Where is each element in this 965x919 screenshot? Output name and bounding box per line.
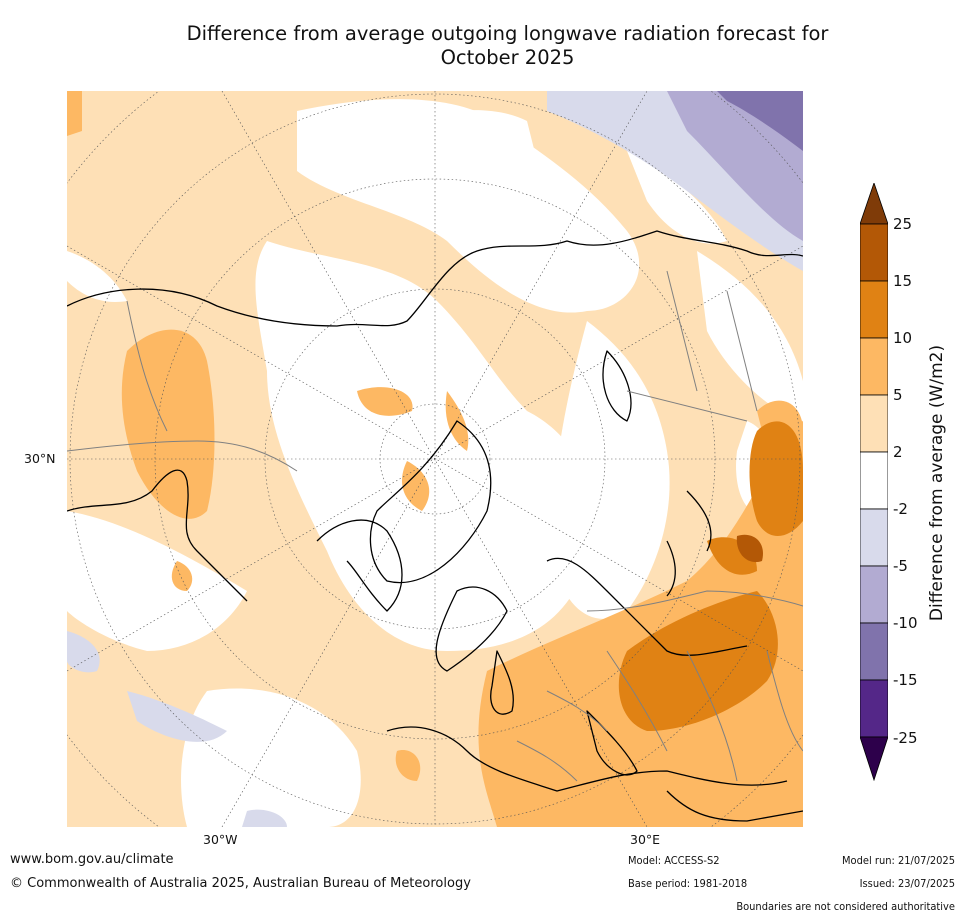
colorbar-bin-15-25 bbox=[860, 223, 888, 282]
colorbar-extend-top bbox=[860, 183, 888, 225]
map-title: Difference from average outgoing longwav… bbox=[120, 22, 895, 70]
footer-url[interactable]: www.bom.gov.au/climate bbox=[10, 852, 174, 867]
footer-disclaimer: Boundaries are not considered authoritat… bbox=[736, 900, 955, 913]
title-line-2: October 2025 bbox=[440, 46, 575, 69]
colorbar-bin-neg-15-25 bbox=[860, 679, 888, 738]
graticule bbox=[67, 91, 803, 827]
colorbar-bin-neutral bbox=[860, 451, 888, 510]
title-line-1: Difference from average outgoing longwav… bbox=[186, 22, 829, 45]
footer-base-period: Base period: 1981-2018 bbox=[628, 877, 748, 890]
colorbar-bin-2-5 bbox=[860, 394, 888, 453]
colorbar-tick: -25 bbox=[893, 729, 918, 747]
colorbar-bin-10-15 bbox=[860, 280, 888, 339]
colorbar-bin-neg-2-5 bbox=[860, 508, 888, 567]
colorbar-tick: -2 bbox=[893, 500, 908, 518]
colorbar-bin-5-10 bbox=[860, 337, 888, 396]
coastlines bbox=[67, 230, 803, 822]
footer-issued: Issued: 23/07/2025 bbox=[859, 877, 955, 890]
colorbar-tick: -5 bbox=[893, 557, 908, 575]
negative-anomaly-regions bbox=[67, 91, 803, 827]
positive-15-25-regions bbox=[736, 534, 763, 563]
polar-map bbox=[67, 91, 803, 827]
colorbar-extend-bottom bbox=[860, 736, 888, 781]
colorbar-bins bbox=[860, 223, 888, 738]
positive-10-15-regions bbox=[618, 421, 803, 731]
colorbar-tick: 15 bbox=[893, 272, 913, 290]
footer-model: Model: ACCESS-S2 bbox=[628, 854, 720, 867]
map-svg bbox=[67, 91, 803, 827]
lat-label-30n: 30°N bbox=[24, 451, 56, 466]
footer-copyright: © Commonwealth of Australia 2025, Austra… bbox=[10, 876, 471, 891]
lon-label-30e: 30°E bbox=[630, 832, 661, 847]
colorbar-tick: -10 bbox=[893, 614, 918, 632]
colorbar-tick: 25 bbox=[893, 215, 913, 233]
colorbar-label: Difference from average (W/m2) bbox=[927, 344, 947, 622]
colorbar-tick: 10 bbox=[893, 329, 913, 347]
lon-label-30w: 30°W bbox=[203, 832, 238, 847]
country-borders bbox=[67, 270, 803, 782]
colorbar-tick: 5 bbox=[893, 386, 903, 404]
colorbar-bin-neg-5-10 bbox=[860, 565, 888, 624]
colorbar-bin-neg-10-15 bbox=[860, 622, 888, 681]
colorbar bbox=[860, 183, 888, 781]
colorbar-tick: -15 bbox=[893, 671, 918, 689]
footer-model-run: Model run: 21/07/2025 bbox=[842, 854, 955, 867]
near-zero-regions bbox=[67, 99, 803, 827]
colorbar-tick: 2 bbox=[893, 443, 903, 461]
